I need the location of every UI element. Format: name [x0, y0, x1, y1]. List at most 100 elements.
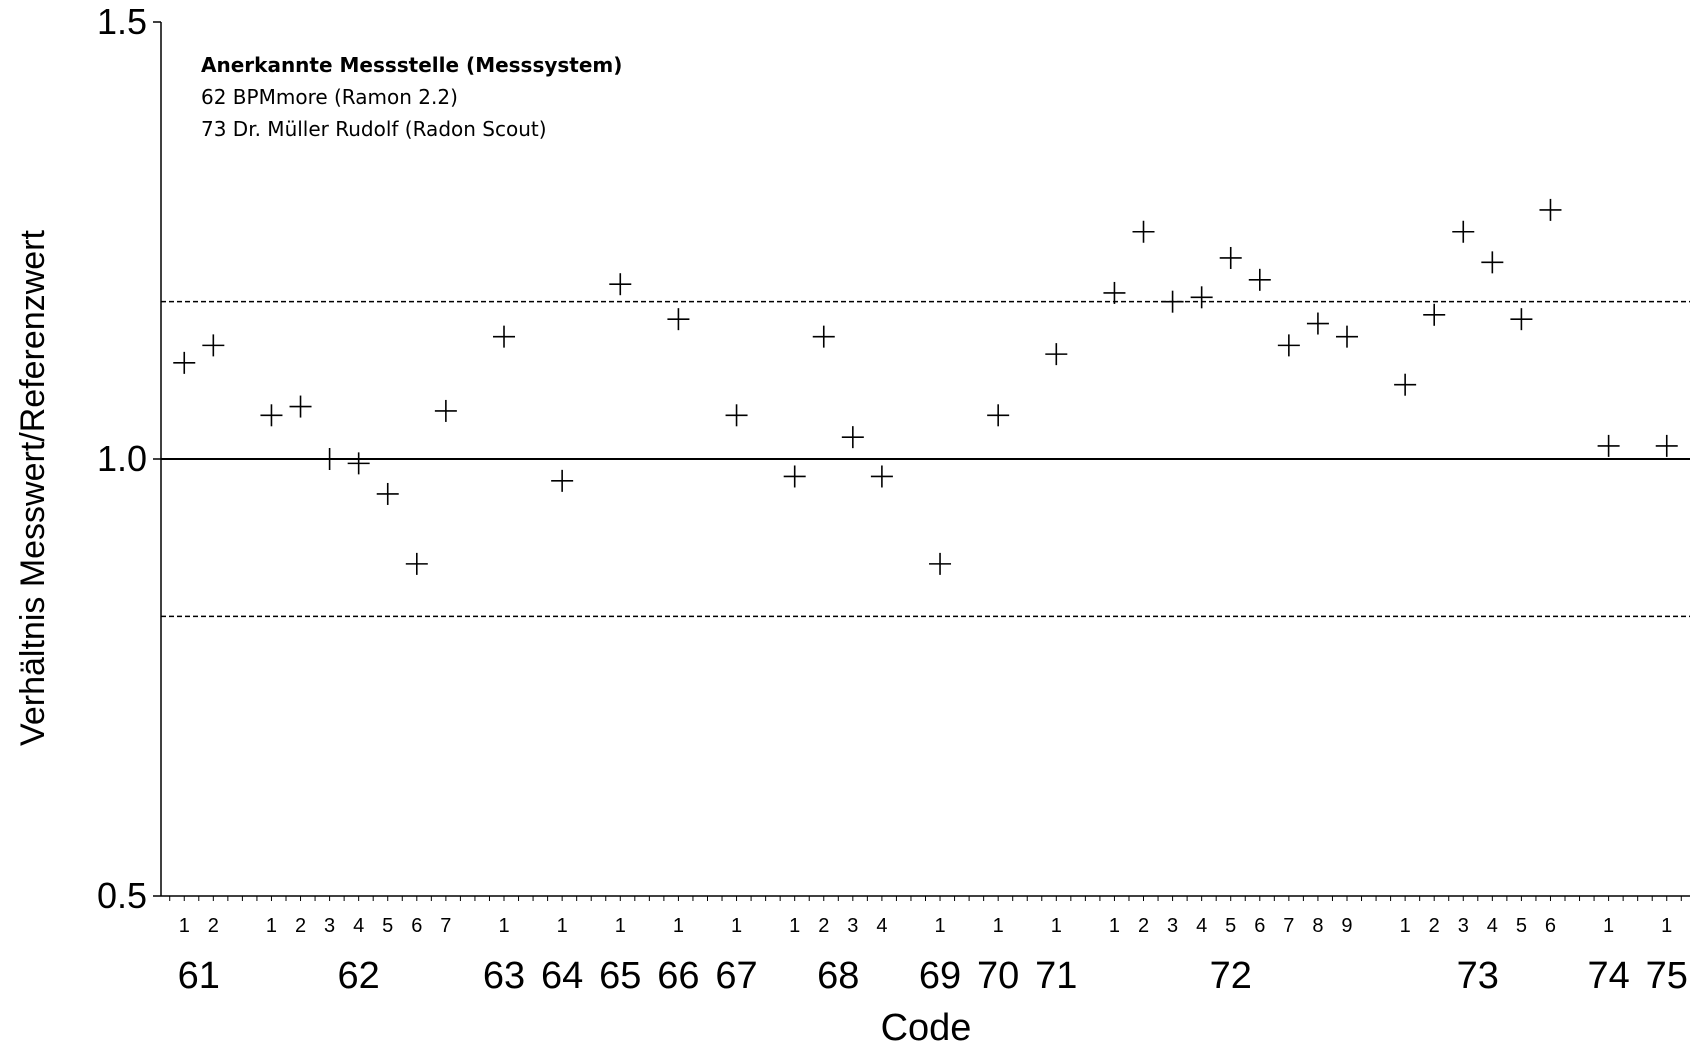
sub-index-label: 6 — [1545, 915, 1556, 937]
data-point-plus-marker — [1045, 343, 1068, 366]
code-group-label: 61 — [178, 955, 220, 997]
code-group-label: 70 — [977, 955, 1019, 997]
y-axis-label: Verhältnis Messwert/Referenzwert — [14, 230, 52, 746]
sub-index-label: 6 — [1254, 915, 1265, 937]
annotation-title: Anerkannte Messstelle (Messsystem) — [201, 53, 622, 77]
x-axis-label: Code — [881, 1007, 972, 1049]
data-markers — [173, 198, 1678, 575]
sub-index-label: 1 — [179, 915, 190, 937]
annotation-line: 62 BPMmore (Ramon 2.2) — [201, 85, 458, 109]
sub-index-label: 7 — [440, 915, 451, 937]
sub-index-label: 2 — [295, 915, 306, 937]
data-point-plus-marker — [929, 552, 952, 575]
data-point-plus-marker — [725, 404, 748, 427]
data-point-plus-marker — [1423, 303, 1446, 326]
code-group-label: 68 — [817, 955, 859, 997]
code-group-label: 71 — [1035, 955, 1077, 997]
sub-index-label: 5 — [1225, 915, 1236, 937]
y-tick-label: 0.5 — [97, 875, 147, 916]
sub-index-label: 1 — [731, 915, 742, 937]
sub-index-label: 1 — [1603, 915, 1614, 937]
code-group-label: 62 — [338, 955, 380, 997]
data-point-plus-marker — [1597, 434, 1620, 457]
data-point-plus-marker — [987, 404, 1010, 427]
data-point-plus-marker — [202, 334, 225, 357]
sub-index-label: 3 — [324, 915, 335, 937]
data-point-plus-marker — [376, 482, 399, 505]
data-point-plus-marker — [434, 399, 457, 422]
code-group-label: 66 — [657, 955, 699, 997]
data-point-plus-marker — [318, 448, 341, 470]
data-point-plus-marker — [1219, 246, 1242, 269]
data-point-plus-marker — [1306, 312, 1329, 335]
data-point-plus-marker — [1277, 334, 1300, 357]
sub-index-label: 6 — [411, 915, 422, 937]
data-point-plus-marker — [1103, 281, 1126, 304]
data-point-plus-marker — [870, 465, 893, 488]
data-point-plus-marker — [289, 395, 312, 418]
code-group-label: 69 — [919, 955, 961, 997]
data-point-plus-marker — [1132, 220, 1155, 243]
sub-index-label: 1 — [934, 915, 945, 937]
data-point-plus-marker — [783, 465, 806, 488]
sub-index-label: 3 — [1167, 915, 1178, 937]
data-point-plus-marker — [173, 351, 196, 374]
code-group-label: 63 — [483, 955, 525, 997]
sub-index-label: 4 — [1196, 915, 1207, 937]
code-group-label: 65 — [599, 955, 641, 997]
data-point-plus-marker — [347, 452, 370, 475]
data-point-plus-marker — [667, 308, 690, 331]
data-point-plus-marker — [812, 325, 835, 348]
y-axis-ticks: 0.5 1.0 1.5 — [97, 1, 161, 916]
code-group-label: 73 — [1457, 955, 1499, 997]
code-group-label: 64 — [541, 955, 583, 997]
code-group-label: 72 — [1210, 955, 1252, 997]
data-point-plus-marker — [1510, 308, 1533, 331]
sub-index-label: 1 — [673, 915, 684, 937]
data-point-plus-marker — [1161, 290, 1184, 313]
sub-index-label: 1 — [498, 915, 509, 937]
annotation-line: 73 Dr. Müller Rudolf (Radon Scout) — [201, 117, 547, 141]
data-point-plus-marker — [609, 273, 632, 296]
data-point-plus-marker — [841, 426, 864, 449]
reference-lines — [161, 300, 1690, 618]
y-tick-label: 1.5 — [97, 1, 147, 42]
code-group-label: 74 — [1587, 955, 1629, 997]
sub-index-label: 5 — [1516, 915, 1527, 937]
sub-index-label: 2 — [818, 915, 829, 937]
sub-index-label: 1 — [993, 915, 1004, 937]
data-point-plus-marker — [1248, 268, 1271, 291]
data-point-plus-marker — [1655, 434, 1678, 457]
sub-index-label: 4 — [353, 915, 364, 937]
sub-index-label: 1 — [1109, 915, 1120, 937]
data-point-plus-marker — [1335, 325, 1358, 348]
sub-index-label: 1 — [789, 915, 800, 937]
code-group-label: 75 — [1646, 955, 1688, 997]
sub-index-label: 8 — [1312, 915, 1323, 937]
sub-index-label: 1 — [557, 915, 568, 937]
code-group-label: 67 — [715, 955, 757, 997]
sub-index-label: 9 — [1341, 915, 1352, 937]
sub-index-label: 2 — [1138, 915, 1149, 937]
data-point-plus-marker — [1190, 286, 1213, 309]
sub-index-label: 2 — [1429, 915, 1440, 937]
sub-index-label: 1 — [266, 915, 277, 937]
data-point-plus-marker — [1394, 373, 1417, 396]
data-point-plus-marker — [1539, 198, 1562, 221]
sub-index-label: 3 — [1458, 915, 1469, 937]
sub-index-label: 2 — [208, 915, 219, 937]
annotation-box: Anerkannte Messstelle (Messsystem) 62 BP… — [201, 53, 622, 141]
sub-index-label: 4 — [876, 915, 887, 937]
sub-index-label: 3 — [847, 915, 858, 937]
data-point-plus-marker — [260, 404, 283, 427]
y-tick-label: 1.0 — [97, 438, 147, 479]
code-group-labels: 61 62 63 64 65 66 67 68 69 70 71 72 73 74 75 — [178, 955, 1688, 997]
data-point-plus-marker — [405, 552, 428, 575]
data-point-plus-marker — [1452, 220, 1475, 243]
sub-index-label: 7 — [1283, 915, 1294, 937]
sub-index-label: 1 — [1400, 915, 1411, 937]
sub-index-label: 5 — [382, 915, 393, 937]
data-point-plus-marker — [551, 469, 574, 492]
data-point-plus-marker — [493, 325, 516, 348]
